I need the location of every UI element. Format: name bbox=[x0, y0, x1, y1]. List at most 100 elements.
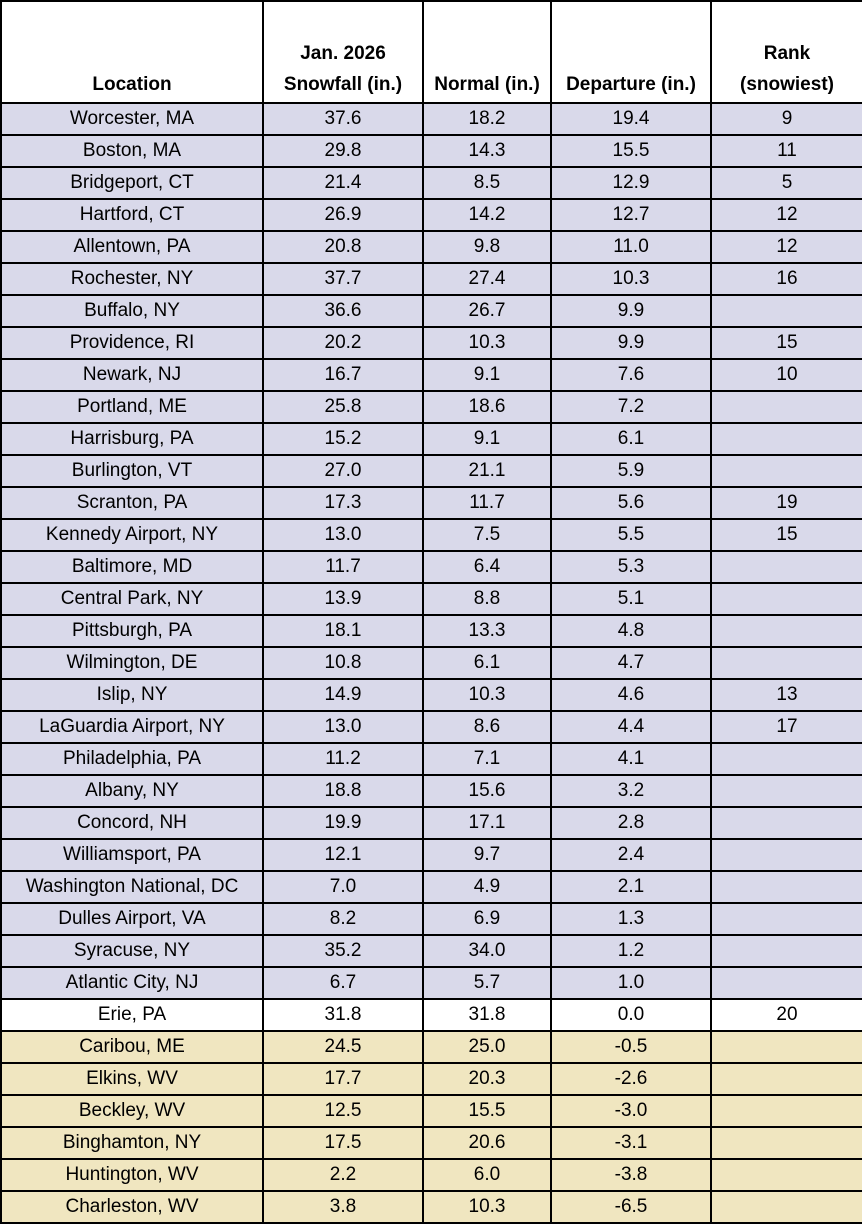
cell-snowfall: 18.1 bbox=[262, 614, 424, 648]
cell-rank bbox=[710, 582, 862, 616]
cell-snowfall: 37.6 bbox=[262, 102, 424, 136]
cell-snowfall: 2.2 bbox=[262, 1158, 424, 1192]
cell-location: Wilmington, DE bbox=[0, 646, 264, 680]
cell-location: Kennedy Airport, NY bbox=[0, 518, 264, 552]
cell-location: Portland, ME bbox=[0, 390, 264, 424]
table-row: Atlantic City, NJ 6.7 5.7 1.0 bbox=[0, 966, 862, 1000]
cell-departure: 4.7 bbox=[550, 646, 712, 680]
cell-normal: 31.8 bbox=[422, 998, 552, 1032]
cell-rank bbox=[710, 870, 862, 904]
cell-normal: 20.6 bbox=[422, 1126, 552, 1160]
cell-snowfall: 27.0 bbox=[262, 454, 424, 488]
cell-snowfall: 29.8 bbox=[262, 134, 424, 168]
cell-departure: 19.4 bbox=[550, 102, 712, 136]
cell-location: Bridgeport, CT bbox=[0, 166, 264, 200]
header-snowfall: Jan. 2026 Snowfall (in.) bbox=[262, 0, 424, 104]
table-row: Buffalo, NY 36.6 26.7 9.9 bbox=[0, 294, 862, 328]
cell-normal: 13.3 bbox=[422, 614, 552, 648]
cell-departure: 4.1 bbox=[550, 742, 712, 776]
cell-rank: 12 bbox=[710, 230, 862, 264]
cell-snowfall: 13.9 bbox=[262, 582, 424, 616]
table-row: Bridgeport, CT 21.4 8.5 12.9 5 bbox=[0, 166, 862, 200]
cell-departure: -3.8 bbox=[550, 1158, 712, 1192]
cell-snowfall: 20.8 bbox=[262, 230, 424, 264]
cell-location: Albany, NY bbox=[0, 774, 264, 808]
cell-departure: 1.3 bbox=[550, 902, 712, 936]
cell-rank bbox=[710, 1094, 862, 1128]
cell-normal: 34.0 bbox=[422, 934, 552, 968]
table-row: Dulles Airport, VA 8.2 6.9 1.3 bbox=[0, 902, 862, 936]
cell-location: Harrisburg, PA bbox=[0, 422, 264, 456]
cell-location: Boston, MA bbox=[0, 134, 264, 168]
cell-rank bbox=[710, 294, 862, 328]
cell-rank bbox=[710, 1030, 862, 1064]
cell-rank bbox=[710, 390, 862, 424]
cell-normal: 15.5 bbox=[422, 1094, 552, 1128]
cell-normal: 9.1 bbox=[422, 422, 552, 456]
cell-normal: 10.3 bbox=[422, 1190, 552, 1224]
header-normal: Normal (in.) bbox=[422, 0, 552, 104]
table-row: Kennedy Airport, NY 13.0 7.5 5.5 15 bbox=[0, 518, 862, 552]
cell-rank bbox=[710, 774, 862, 808]
cell-normal: 18.2 bbox=[422, 102, 552, 136]
table-row: Portland, ME 25.8 18.6 7.2 bbox=[0, 390, 862, 424]
cell-snowfall: 10.8 bbox=[262, 646, 424, 680]
header-label-line2: Snowfall (in.) bbox=[283, 74, 403, 95]
cell-snowfall: 37.7 bbox=[262, 262, 424, 296]
table-row: Erie, PA 31.8 31.8 0.0 20 bbox=[0, 998, 862, 1032]
cell-normal: 9.7 bbox=[422, 838, 552, 872]
cell-rank bbox=[710, 902, 862, 936]
table-row: Worcester, MA 37.6 18.2 19.4 9 bbox=[0, 102, 862, 136]
table-row: Allentown, PA 20.8 9.8 11.0 12 bbox=[0, 230, 862, 264]
cell-snowfall: 26.9 bbox=[262, 198, 424, 232]
cell-snowfall: 17.7 bbox=[262, 1062, 424, 1096]
cell-departure: 6.1 bbox=[550, 422, 712, 456]
header-rank: Rank (snowiest) bbox=[710, 0, 862, 104]
header-row: Location Jan. 2026 Snowfall (in.) Normal … bbox=[0, 0, 862, 104]
cell-snowfall: 11.2 bbox=[262, 742, 424, 776]
cell-location: Philadelphia, PA bbox=[0, 742, 264, 776]
cell-departure: 15.5 bbox=[550, 134, 712, 168]
cell-rank: 20 bbox=[710, 998, 862, 1032]
cell-rank: 15 bbox=[710, 326, 862, 360]
cell-departure: 9.9 bbox=[550, 294, 712, 328]
cell-rank bbox=[710, 966, 862, 1000]
cell-snowfall: 12.5 bbox=[262, 1094, 424, 1128]
header-label-line1: Rank bbox=[763, 43, 811, 64]
cell-departure: 12.7 bbox=[550, 198, 712, 232]
cell-normal: 6.4 bbox=[422, 550, 552, 584]
cell-normal: 10.3 bbox=[422, 326, 552, 360]
cell-normal: 6.9 bbox=[422, 902, 552, 936]
cell-normal: 14.2 bbox=[422, 198, 552, 232]
cell-departure: 0.0 bbox=[550, 998, 712, 1032]
table-row: Central Park, NY 13.9 8.8 5.1 bbox=[0, 582, 862, 616]
cell-location: Baltimore, MD bbox=[0, 550, 264, 584]
cell-departure: 5.9 bbox=[550, 454, 712, 488]
header-location: Location bbox=[0, 0, 264, 104]
cell-rank bbox=[710, 1190, 862, 1224]
table-row: Pittsburgh, PA 18.1 13.3 4.8 bbox=[0, 614, 862, 648]
cell-snowfall: 14.9 bbox=[262, 678, 424, 712]
cell-departure: -6.5 bbox=[550, 1190, 712, 1224]
cell-rank: 11 bbox=[710, 134, 862, 168]
cell-rank: 15 bbox=[710, 518, 862, 552]
cell-snowfall: 36.6 bbox=[262, 294, 424, 328]
cell-rank bbox=[710, 422, 862, 456]
table-row: Philadelphia, PA 11.2 7.1 4.1 bbox=[0, 742, 862, 776]
cell-location: Hartford, CT bbox=[0, 198, 264, 232]
table-row: Syracuse, NY 35.2 34.0 1.2 bbox=[0, 934, 862, 968]
cell-snowfall: 19.9 bbox=[262, 806, 424, 840]
cell-normal: 8.5 bbox=[422, 166, 552, 200]
cell-departure: 2.4 bbox=[550, 838, 712, 872]
cell-departure: 7.2 bbox=[550, 390, 712, 424]
cell-rank: 17 bbox=[710, 710, 862, 744]
cell-normal: 17.1 bbox=[422, 806, 552, 840]
cell-departure: 1.2 bbox=[550, 934, 712, 968]
cell-snowfall: 35.2 bbox=[262, 934, 424, 968]
cell-snowfall: 3.8 bbox=[262, 1190, 424, 1224]
table-row: Burlington, VT 27.0 21.1 5.9 bbox=[0, 454, 862, 488]
cell-rank bbox=[710, 646, 862, 680]
cell-normal: 6.0 bbox=[422, 1158, 552, 1192]
cell-rank: 13 bbox=[710, 678, 862, 712]
